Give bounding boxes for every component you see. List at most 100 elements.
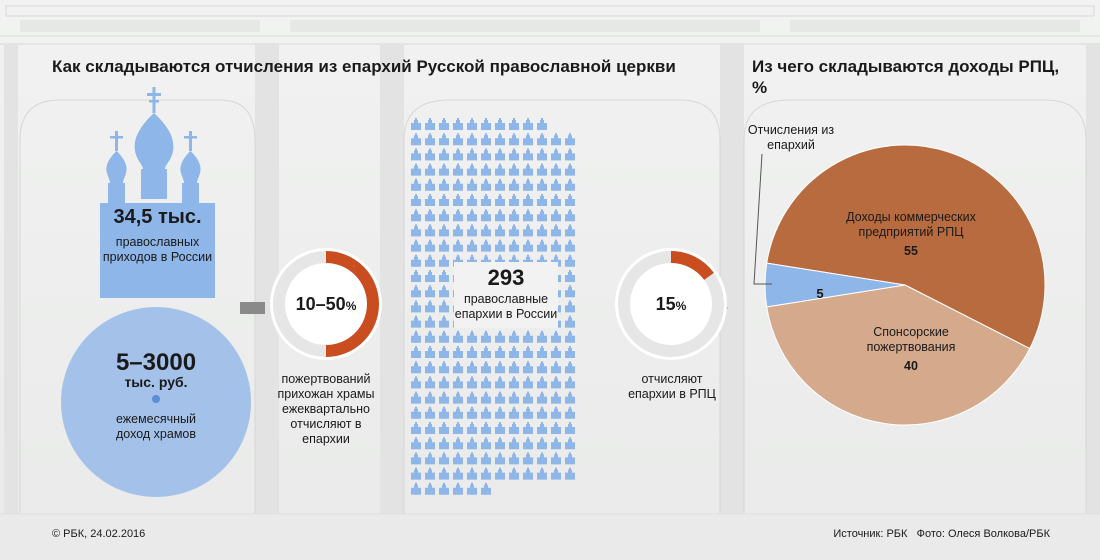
eparchy-icon (439, 118, 449, 130)
eparchy-icon (439, 163, 449, 176)
eparchy-icon (467, 148, 477, 161)
eparchy-icon (495, 178, 505, 191)
eparchy-icon (537, 178, 547, 191)
eparchy-icon (467, 361, 477, 374)
right-title-unit: % (752, 78, 768, 97)
eparchy-icon (537, 376, 547, 389)
eparchy-icon (551, 194, 561, 206)
eparchy-icon (565, 163, 575, 176)
eparchy-icon (467, 330, 477, 343)
eparchy-icon (439, 285, 449, 298)
eparchy-icon (467, 437, 477, 450)
eparchy-icon (509, 163, 519, 176)
eparchy-icon (425, 422, 435, 434)
eparchy-icon (453, 346, 463, 358)
eparchy-icon (481, 239, 491, 252)
eparchy-icon (467, 118, 477, 130)
eparchy-icon (565, 209, 575, 222)
eparchy-icon (411, 148, 421, 161)
eparchy-icon (481, 452, 491, 465)
eparchy-icon (537, 224, 547, 237)
eparchy-icon (565, 315, 575, 328)
eparchy-icon (523, 194, 533, 206)
eparchy-icon (439, 254, 449, 267)
eparchy-icon (439, 194, 449, 206)
eparchy-icon (495, 376, 505, 389)
eparchy-icon (453, 482, 463, 495)
eparchy-icon (509, 422, 519, 434)
eparchy-icon (523, 437, 533, 450)
eparchy-icon (551, 467, 561, 480)
eparchy-icon (411, 300, 421, 313)
eparchy-icon (495, 422, 505, 434)
eparchy-icon (425, 361, 435, 374)
eparchy-icon (509, 118, 519, 130)
eparchy-icon (481, 391, 491, 404)
eparchy-icon (495, 452, 505, 465)
eparchy-icon (565, 148, 575, 161)
eparchy-icon (481, 330, 491, 343)
eparchy-icon (481, 163, 491, 176)
eparchies-count: 293 (487, 265, 525, 290)
parishes-count: 34,5 тыс. (113, 206, 202, 228)
eparchy-icon (565, 422, 575, 434)
eparchy-icon (537, 391, 547, 404)
copyright: © РБК, 24.02.2016 (52, 528, 146, 540)
eparchy-icon (509, 361, 519, 374)
eparchy-icon (523, 361, 533, 374)
eparchy-icon (425, 285, 435, 298)
eparchy-icon (509, 452, 519, 465)
eparchy-icon (411, 315, 421, 328)
eparchy-icon (453, 406, 463, 419)
eparchy-icon (481, 467, 491, 480)
eparchy-icon (509, 376, 519, 389)
eparchy-icon (439, 406, 449, 419)
eparchy-icon (439, 467, 449, 480)
eparchy-icon (481, 482, 491, 495)
eparchy-icon (523, 118, 533, 130)
eparchy-icon (411, 209, 421, 222)
eparchy-icon (467, 406, 477, 419)
eparchy-icon (551, 376, 561, 389)
eparchy-icon (439, 270, 449, 282)
eparchy-icon (439, 224, 449, 237)
eparchy-icon (481, 133, 491, 146)
eparchy-icon (467, 163, 477, 176)
eparchy-icon (439, 133, 449, 146)
eparchy-icon (411, 239, 421, 252)
eparchy-icon (439, 422, 449, 434)
pie-value-eparchies: 5 (816, 286, 824, 301)
eparchy-icon (453, 330, 463, 343)
eparchy-icon (551, 209, 561, 222)
eparchy-icon (565, 300, 575, 313)
eparchy-icon (481, 437, 491, 450)
eparchy-icon (537, 148, 547, 161)
eparchy-icon (425, 315, 435, 328)
right-title: Из чего складываются доходы РПЦ, (752, 57, 1060, 76)
eparchy-icon (537, 330, 547, 343)
eparchy-icon (481, 148, 491, 161)
eparchy-icon (495, 406, 505, 419)
eparchy-icon (509, 194, 519, 206)
eparchy-icon (481, 376, 491, 389)
pie-slice-commercial (766, 144, 1046, 350)
eparchy-icon (453, 361, 463, 374)
eparchy-icon (411, 178, 421, 191)
eparchy-share-unit: % (675, 299, 687, 313)
eparchy-icon (509, 148, 519, 161)
eparchy-icon (481, 224, 491, 237)
eparchy-icon (509, 178, 519, 191)
eparchy-icon (439, 482, 449, 495)
eparchy-icon (425, 133, 435, 146)
eparchy-icon (467, 482, 477, 495)
eparchy-icon (439, 330, 449, 343)
eparchy-icon (411, 361, 421, 374)
eparchy-icon (537, 437, 547, 450)
eparchy-icon (453, 178, 463, 191)
eparchy-icon (537, 406, 547, 419)
donation-share-unit: % (345, 299, 357, 313)
pie-slice-sponsors (766, 284, 1031, 426)
eparchy-icon (481, 361, 491, 374)
eparchy-icon (467, 194, 477, 206)
eparchy-icon (565, 467, 575, 480)
